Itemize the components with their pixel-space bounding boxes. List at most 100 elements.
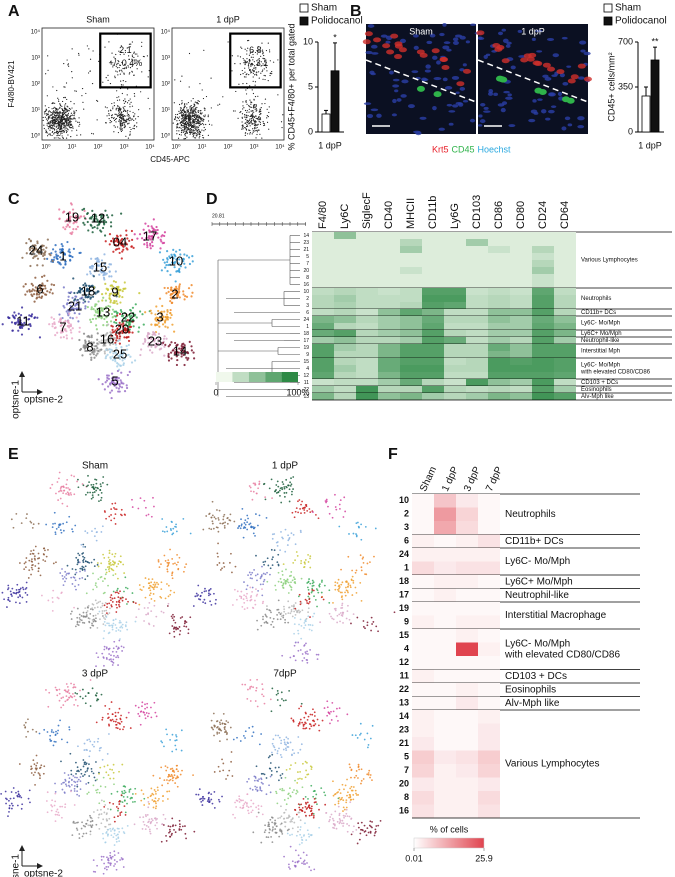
event-dot: [272, 61, 275, 63]
cell-dot: [30, 282, 33, 285]
cell-dot: [96, 627, 99, 629]
cell-dot: [56, 481, 59, 483]
cell-dot: [93, 535, 96, 538]
heat-cell: [334, 323, 356, 330]
cell-dot: [338, 525, 341, 528]
cell-dot: [79, 567, 82, 570]
event-dot: [222, 96, 224, 98]
cell-dot: [71, 317, 74, 320]
cell-dot: [57, 526, 60, 529]
event-dot: [181, 130, 183, 132]
heat-cell: [422, 393, 444, 400]
event-dot: [248, 65, 250, 67]
row-label: 8: [306, 275, 309, 281]
cell-dot: [51, 609, 54, 612]
heat-cell: [532, 246, 554, 253]
cell-dot: [82, 543, 85, 546]
event-dot: [82, 101, 84, 103]
heat-cell: [334, 344, 356, 351]
heat-cell: [378, 295, 400, 302]
cell-dot: [37, 522, 40, 525]
event-dot: [76, 134, 78, 136]
event-dot: [241, 116, 243, 118]
event-dot: [58, 125, 60, 127]
event-dot: [65, 127, 67, 129]
krt5-cell: [556, 69, 565, 75]
x-tick-label: 10⁴: [275, 144, 285, 151]
cell-dot: [155, 615, 158, 618]
heat-cell: [444, 330, 466, 337]
group-label: Eosinophils: [505, 684, 556, 695]
event-dot: [47, 111, 50, 113]
event-dot: [131, 63, 133, 65]
heat-cell: [412, 777, 434, 791]
event-dot: [187, 109, 189, 111]
event-dot: [118, 120, 120, 122]
event-dot: [59, 103, 61, 105]
nucleus: [483, 54, 488, 59]
cell-dot: [178, 248, 181, 252]
heat-cell: [532, 365, 554, 372]
event-dot: [255, 110, 257, 112]
cluster-label: 16: [100, 331, 114, 346]
event-dot: [98, 60, 100, 62]
cell-dot: [96, 606, 99, 609]
cell-dot: [176, 627, 179, 630]
nucleus: [419, 116, 427, 120]
cell-dot: [229, 519, 232, 522]
panel-label: F: [388, 446, 398, 463]
row-label: 6: [306, 310, 309, 316]
event-dot: [64, 118, 66, 120]
heat-cell: [312, 316, 334, 323]
nucleus: [376, 113, 382, 118]
cell-dot: [248, 485, 251, 487]
cell-dot: [152, 625, 155, 627]
event-dot: [61, 130, 64, 132]
cell-dot: [61, 568, 63, 570]
event-dot: [122, 113, 124, 116]
panel-label: C: [8, 191, 20, 208]
group-label: with elevated CD80/CD86: [504, 649, 620, 660]
event-dot: [51, 124, 53, 126]
group-label: Neutrophils: [581, 296, 611, 302]
cell-dot: [77, 486, 80, 489]
cell-dot: [182, 293, 185, 296]
cell-dot: [73, 576, 76, 579]
event-dot: [251, 106, 253, 108]
event-dot: [68, 117, 70, 119]
event-dot: [249, 118, 251, 120]
event-dot: [125, 121, 127, 123]
event-dot: [193, 114, 195, 117]
cell-dot: [59, 488, 62, 490]
event-dot: [240, 111, 242, 113]
heat-cell: [466, 351, 488, 358]
group-label: with elevated CD80/CD86: [580, 370, 651, 376]
event-dot: [259, 133, 261, 135]
cell-dot: [28, 559, 31, 562]
cell-dot: [53, 256, 56, 259]
cell-dot: [290, 477, 292, 480]
cell-dot: [92, 483, 95, 486]
event-dot: [70, 124, 72, 127]
cell-dot: [146, 244, 149, 247]
cell-dot: [126, 373, 129, 377]
cell-dot: [121, 650, 124, 652]
cell-dot: [190, 349, 193, 352]
heat-cell: [466, 302, 488, 309]
nucleus: [421, 77, 428, 82]
heat-cell: [444, 351, 466, 358]
cell-dot: [125, 621, 128, 624]
cell-dot: [298, 499, 301, 501]
cell-dot: [105, 379, 109, 382]
heat-cell: [434, 737, 456, 751]
cell-dot: [188, 340, 191, 343]
event-dot: [123, 121, 125, 124]
event-dot: [262, 69, 264, 71]
cell-dot: [109, 320, 113, 323]
event-dot: [185, 118, 187, 121]
group-label: CD11b+ DCs: [581, 310, 616, 316]
event-dot: [71, 124, 73, 126]
event-dot: [254, 84, 256, 86]
event-dot: [184, 103, 186, 105]
event-dot: [258, 71, 260, 73]
